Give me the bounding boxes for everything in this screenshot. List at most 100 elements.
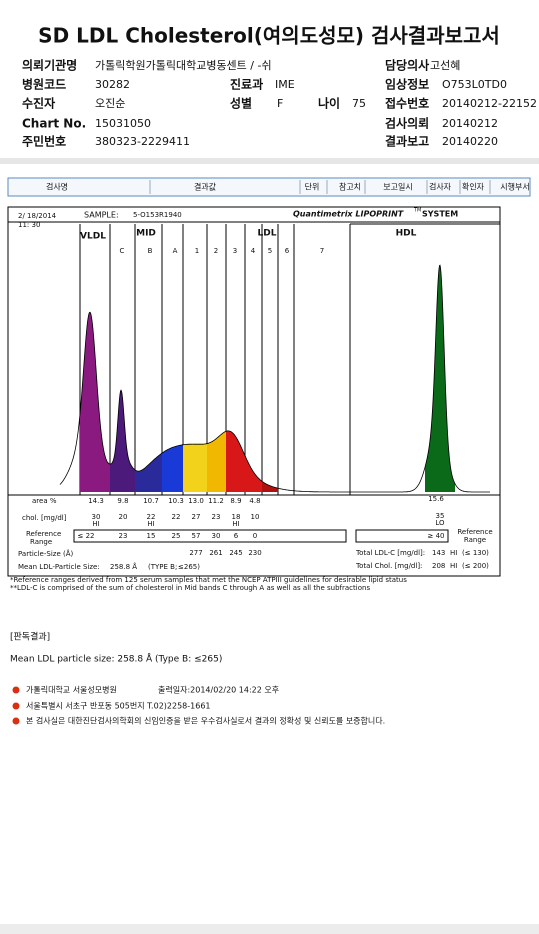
title: SD LDL Cholesterol(여의도성모) 검사결과보고서 (38, 24, 500, 48)
ref-value: ≤ 22 (78, 532, 95, 540)
field-value: 20140212 (442, 117, 498, 130)
column-title: 검사자 (429, 182, 452, 192)
field-label: 검사의뢰 (385, 116, 429, 131)
field-value: 20140212-22152 (442, 97, 537, 110)
divider (0, 158, 539, 164)
chol-value: 35 (436, 512, 445, 520)
chol-value: 30 (92, 513, 101, 521)
area-value: 14.3 (88, 497, 104, 505)
chol-value: 20 (119, 513, 128, 521)
ref-box (355, 529, 449, 543)
ref-side: Range (464, 536, 486, 544)
band-label: 4 (251, 247, 256, 255)
ref-value: 25 (172, 532, 181, 540)
field-label: 진료과 (230, 77, 263, 92)
row-label: chol. [mg/dl] (22, 514, 67, 522)
field-value: F (277, 97, 283, 110)
band-label: 2 (214, 247, 218, 255)
field-value: 가톨릭학원가톨릭대학교병동센트 / -쉬 (95, 59, 272, 72)
peak (183, 443, 207, 492)
column-header (7, 177, 531, 197)
field-value: 380323-2229411 (95, 135, 190, 148)
group-label: HDL (396, 229, 417, 239)
ref-value: 23 (119, 532, 128, 540)
time: 11: 30 (18, 221, 40, 229)
sample: 5-O153R1940 (133, 211, 182, 219)
column-title: 단위 (305, 182, 320, 192)
field-label: 결과보고 (385, 134, 429, 149)
peak (110, 390, 135, 492)
ldl-label: Total LDL-C [mg/dl]: (355, 549, 425, 557)
row-label: Range (30, 538, 52, 546)
area-value: 11.2 (208, 497, 224, 505)
peak (80, 312, 110, 492)
ref-value: 6 (234, 532, 239, 540)
size-value: 245 (229, 549, 242, 557)
row-label: area % (32, 497, 57, 505)
peak (226, 430, 262, 492)
ref-value: ≥ 40 (428, 532, 445, 540)
field-label: 접수번호 (385, 96, 429, 111)
field-value: 30282 (95, 78, 130, 91)
ldl-value: 143 (432, 549, 445, 557)
tc-value: 208 (432, 562, 445, 570)
mean-type: (TYPE B; (148, 563, 177, 571)
note: *Reference ranges derived from 125 serum… (10, 576, 407, 584)
column-title: 보고일시 (383, 183, 412, 192)
field-value: 15031050 (95, 117, 151, 130)
interpretation-heading: [판독결과] (10, 632, 50, 643)
band-label: 3 (233, 247, 237, 255)
field-label: 병원코드 (22, 77, 66, 92)
note: **LDL-C is comprised of the sum of chole… (10, 584, 370, 592)
ref-value: 15 (147, 532, 156, 540)
brand-system: SYSTEM (422, 210, 458, 219)
mean-ref: ≤265) (178, 563, 200, 571)
ref-side: Reference (457, 528, 492, 536)
footer-text: 서울특별시 서초구 반포동 505번지 T.02)2258-1661 (26, 701, 211, 711)
size-value: 261 (209, 549, 222, 557)
chol-flag: HI (92, 520, 99, 528)
chol-value: 23 (212, 513, 221, 521)
field-value: O753L0TD0 (442, 78, 507, 91)
date: 2/ 18/2014 (18, 212, 57, 220)
size-value: 277 (189, 549, 202, 557)
footer-text: 본 검사실은 대한진단검사의학회의 신임인증을 받은 우수검사실로서 결과의 정… (26, 716, 385, 726)
field-label: 의뢰기관명 (22, 58, 77, 73)
size-value: 230 (248, 549, 261, 557)
brand-tm: TM (413, 208, 421, 214)
area-value: 4.8 (249, 497, 260, 505)
field-value: IME (275, 78, 295, 91)
group-label: MID (136, 229, 156, 239)
bottom-band (0, 924, 539, 934)
area-value: 8.9 (230, 497, 241, 505)
tc-ref: (≤ 200) (462, 562, 489, 570)
peak (135, 453, 162, 492)
ref-box (73, 529, 347, 543)
chol-value: 22 (147, 513, 156, 521)
field-label: 담당의사 (385, 58, 429, 73)
chol-value: 22 (172, 513, 181, 521)
ldl-flag: HI (450, 549, 457, 557)
bullet (12, 702, 20, 710)
column-title: 결과값 (194, 182, 217, 192)
tc-label: Total Chol. [mg/dl]: (355, 562, 422, 570)
field-value: 고선혜 (430, 59, 460, 72)
chol-value: 27 (192, 513, 201, 521)
chol-flag: HI (232, 520, 239, 528)
chol-value: 18 (232, 513, 241, 521)
bullet (12, 686, 20, 694)
field-value: 20140220 (442, 135, 498, 148)
sample-label: SAMPLE: (84, 211, 119, 220)
ref-value: 0 (253, 532, 257, 540)
area-value: 13.0 (188, 497, 204, 505)
field-label: 나이 (318, 96, 340, 111)
row-label: Particle-Size (Å) (18, 549, 74, 558)
field-value: 75 (352, 97, 366, 110)
field-label: 성별 (230, 96, 252, 111)
band-label: 6 (285, 247, 290, 255)
area-value: 15.6 (428, 495, 444, 503)
group-label: LDL (258, 229, 277, 239)
column-title: 검사명 (46, 182, 68, 192)
field-label: 임상정보 (385, 77, 429, 92)
